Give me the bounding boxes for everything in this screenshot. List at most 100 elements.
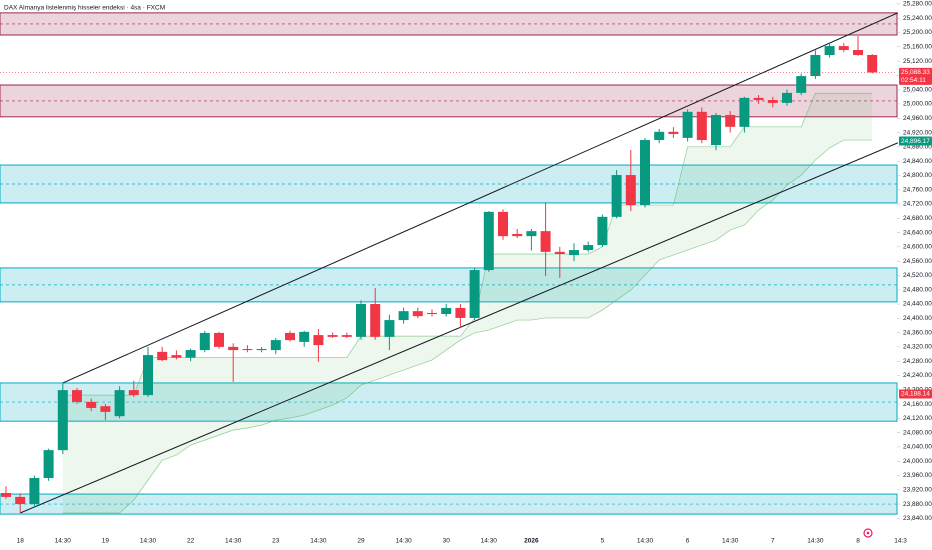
zone	[0, 267, 898, 303]
candle-body	[824, 46, 835, 56]
y-tick-label: 25,200.00	[903, 29, 932, 36]
candle-body	[867, 55, 878, 73]
y-tick-label: 24,800.00	[903, 172, 932, 179]
y-tick-label: 25,120.00	[903, 58, 932, 65]
y-tick-label: 24,920.00	[903, 129, 932, 136]
x-tick-label: 30	[443, 538, 451, 545]
candle-body	[285, 332, 295, 341]
price-tag-label: 25,088.33	[901, 69, 930, 76]
y-tick-label: 24,000.00	[903, 458, 932, 465]
y-tick-label: 24,760.00	[903, 186, 932, 193]
candle-body	[57, 390, 68, 451]
candle-body	[611, 175, 622, 217]
zone	[0, 164, 898, 204]
x-tick-label: 14:30	[310, 538, 327, 545]
y-tick-label: 24,480.00	[903, 286, 932, 293]
x-tick-label: 14:30	[225, 538, 242, 545]
candle-body	[412, 311, 423, 317]
y-tick-label: 24,600.00	[903, 244, 932, 251]
candle-body	[341, 335, 352, 337]
candle-body	[469, 270, 480, 318]
candle-body	[185, 350, 196, 358]
y-tick-label: 25,000.00	[903, 101, 932, 108]
candle-body	[569, 250, 579, 256]
candle-body	[171, 355, 182, 358]
candle-body	[696, 111, 707, 141]
candle-body	[72, 390, 82, 402]
candle-body	[242, 349, 253, 351]
x-tick-label: 8	[856, 538, 860, 545]
x-tick-label: 19	[102, 538, 110, 545]
candle-body	[1, 492, 11, 497]
y-tick-label: 24,560.00	[903, 258, 932, 265]
x-tick-label: 14:30	[140, 538, 157, 545]
candle-body	[441, 307, 452, 315]
y-tick-label: 24,360.00	[903, 329, 932, 336]
candle-body	[711, 115, 721, 146]
candle-body	[43, 450, 54, 478]
candle-body	[214, 332, 224, 347]
candle-body	[583, 245, 594, 251]
candle-body	[654, 131, 665, 141]
x-tick-label: 23	[272, 538, 280, 545]
candle-body	[625, 175, 636, 206]
y-tick-label: 24,640.00	[903, 229, 932, 236]
y-tick-label: 23,920.00	[903, 486, 932, 493]
y-tick-label: 24,160.00	[903, 401, 932, 408]
y-tick-label: 24,720.00	[903, 201, 932, 208]
price-tag-label: 24,896.17	[901, 138, 930, 145]
trendline	[62, 12, 898, 384]
candle-body	[256, 349, 267, 351]
y-tick-label: 24,320.00	[903, 344, 932, 351]
candle-body	[682, 111, 693, 138]
trendline	[20, 142, 898, 514]
y-tick-label: 23,960.00	[903, 472, 932, 479]
candle-body	[796, 76, 807, 93]
candle-body	[270, 340, 281, 351]
candle-body	[398, 311, 409, 321]
candle-body	[157, 351, 168, 361]
candle-body	[810, 55, 821, 77]
price-tag-label: 24,188.14	[901, 391, 930, 398]
y-tick-label: 24,520.00	[903, 272, 932, 279]
y-tick-label: 24,400.00	[903, 315, 932, 322]
y-tick-label: 24,880.00	[903, 144, 932, 151]
candle-body	[512, 233, 523, 237]
candle-body	[114, 390, 125, 417]
y-tick-label: 24,440.00	[903, 301, 932, 308]
y-tick-label: 24,280.00	[903, 358, 932, 365]
candle-body	[15, 496, 26, 505]
y-tick-label: 24,680.00	[903, 215, 932, 222]
cloud-lower	[62, 139, 873, 514]
cloud-upper	[62, 92, 873, 396]
y-tick-label: 24,960.00	[903, 115, 932, 122]
y-tick-label: 24,240.00	[903, 372, 932, 379]
x-tick-label: 14:30	[481, 538, 498, 545]
candle-body	[228, 346, 239, 351]
x-tick-label: 14:30	[807, 538, 824, 545]
candle-body	[853, 50, 863, 56]
candle-body	[668, 131, 679, 134]
y-tick-label: 25,040.00	[903, 86, 932, 93]
candle-body	[427, 312, 437, 315]
candle-body	[128, 390, 139, 396]
x-tick-label: 14:30	[395, 538, 412, 545]
candle-body	[29, 477, 40, 505]
candle-body	[86, 401, 97, 408]
candle-body	[597, 216, 608, 246]
cloud-area	[62, 93, 873, 513]
x-tick-label: 18	[17, 538, 25, 545]
y-tick-label: 25,240.00	[903, 15, 932, 22]
y-tick-label: 24,040.00	[903, 444, 932, 451]
candle-body	[483, 211, 494, 271]
y-tick-label: 25,280.00	[903, 1, 932, 8]
price-countdown: 02:54:11	[901, 77, 926, 84]
y-tick-label: 23,880.00	[903, 501, 932, 508]
candle-body	[370, 304, 381, 337]
candle-body	[554, 251, 565, 254]
price-tag	[899, 136, 932, 146]
candle-body	[739, 97, 750, 127]
y-tick-label: 23,840.00	[903, 515, 932, 522]
